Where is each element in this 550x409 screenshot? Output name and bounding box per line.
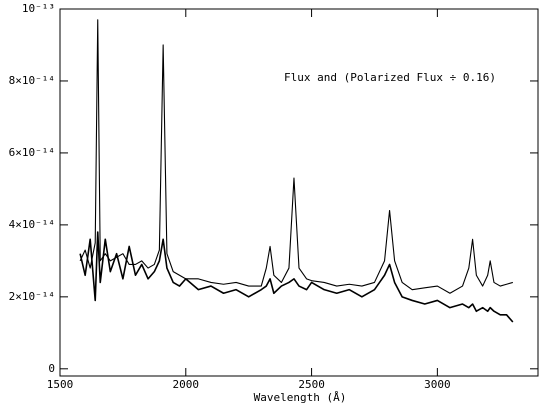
x-tick-label: 1500	[47, 378, 74, 391]
x-axis-label: Wavelength (Å)	[254, 391, 347, 404]
x-tick-label: 2000	[173, 378, 200, 391]
annotation: Flux and (Polarized Flux ÷ 0.16)	[284, 71, 496, 84]
plot-frame	[59, 8, 539, 377]
x-tick-label: 2500	[298, 378, 325, 391]
y-tick-label: 4×10⁻¹⁴	[9, 218, 55, 231]
series-line	[79, 19, 513, 294]
series-line	[79, 231, 514, 323]
y-tick-label: 2×10⁻¹⁴	[9, 290, 55, 303]
y-tick-label: 8×10⁻¹⁴	[9, 74, 55, 87]
y-tick-label: 6×10⁻¹⁴	[9, 146, 55, 159]
x-tick-label: 3000	[424, 378, 451, 391]
y-tick-label: 10⁻¹³	[22, 2, 55, 15]
y-tick-label: 0	[48, 362, 55, 375]
